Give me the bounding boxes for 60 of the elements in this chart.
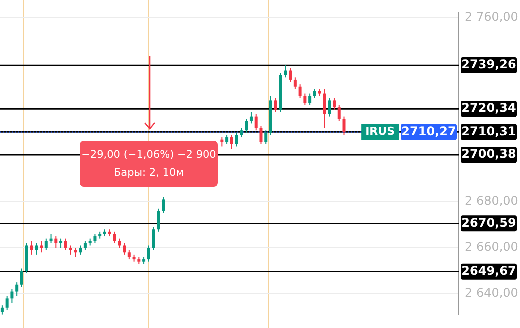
candlestick bbox=[20, 268, 24, 288]
ref-line-label: 2710,27 bbox=[402, 124, 456, 138]
candlestick bbox=[304, 93, 307, 106]
ref-line-label: 2739,26 bbox=[462, 58, 516, 72]
candlestick bbox=[308, 93, 312, 106]
candlestick bbox=[245, 118, 248, 134]
candlestick bbox=[94, 234, 97, 244]
candlestick bbox=[64, 238, 68, 251]
candlestick bbox=[230, 134, 234, 150]
candlestick bbox=[157, 208, 160, 232]
candlestick bbox=[328, 98, 332, 118]
candlestick bbox=[162, 196, 166, 214]
candlestick bbox=[60, 238, 63, 249]
candlestick bbox=[147, 245, 150, 262]
candlestick bbox=[54, 236, 58, 249]
candlestick bbox=[123, 242, 126, 256]
candlestick bbox=[240, 128, 244, 138]
ref-line-label: 2700,38 bbox=[462, 147, 516, 162]
candlestick bbox=[289, 68, 292, 83]
candlestick bbox=[250, 112, 253, 124]
candlestick bbox=[260, 126, 263, 145]
candlestick bbox=[342, 116, 346, 136]
annotation: IRUS bbox=[366, 125, 396, 138]
candlestick bbox=[6, 296, 9, 311]
y-tick-label: 2 760,00 bbox=[465, 10, 518, 24]
candlestick bbox=[226, 134, 229, 145]
candlestick bbox=[40, 240, 44, 254]
ref-line-label: 2710,31 bbox=[462, 124, 516, 138]
candlestick bbox=[338, 104, 341, 122]
ref-line-label: 2649,67 bbox=[462, 264, 516, 278]
candlestick bbox=[113, 231, 116, 244]
candlestick bbox=[235, 132, 238, 148]
candlestick bbox=[0, 305, 4, 316]
ref-line-label: 2670,59 bbox=[462, 216, 516, 230]
candlestick bbox=[294, 77, 297, 90]
candlestick bbox=[323, 88, 326, 129]
candlestick bbox=[44, 238, 48, 251]
y-tick-label: 2 640,00 bbox=[465, 286, 518, 300]
candlestick bbox=[264, 130, 268, 145]
candlestick bbox=[118, 238, 122, 249]
candlestick bbox=[254, 114, 258, 132]
candlestick bbox=[69, 245, 72, 256]
y-tick-label: 2 680,00 bbox=[465, 194, 518, 208]
annotation: −29,00 (−1,06%) −2 900 bbox=[80, 148, 218, 163]
candlestick bbox=[84, 240, 87, 251]
candlestick bbox=[298, 84, 302, 99]
candlestick bbox=[128, 250, 131, 260]
candlestick bbox=[313, 88, 316, 99]
candlestick bbox=[10, 288, 14, 304]
candlestick bbox=[284, 65, 288, 78]
candlestick bbox=[152, 226, 156, 251]
annotation: Бары: 2, 10м bbox=[112, 166, 186, 181]
candlestick bbox=[79, 245, 82, 256]
candlestick bbox=[16, 282, 19, 297]
y-tick-label: 2 660,00 bbox=[465, 240, 518, 254]
candlestick bbox=[30, 240, 34, 256]
candlestick bbox=[274, 98, 278, 113]
candlestick bbox=[332, 98, 336, 110]
ref-line-label: 2720,34 bbox=[462, 101, 516, 116]
candlestick bbox=[35, 242, 38, 256]
